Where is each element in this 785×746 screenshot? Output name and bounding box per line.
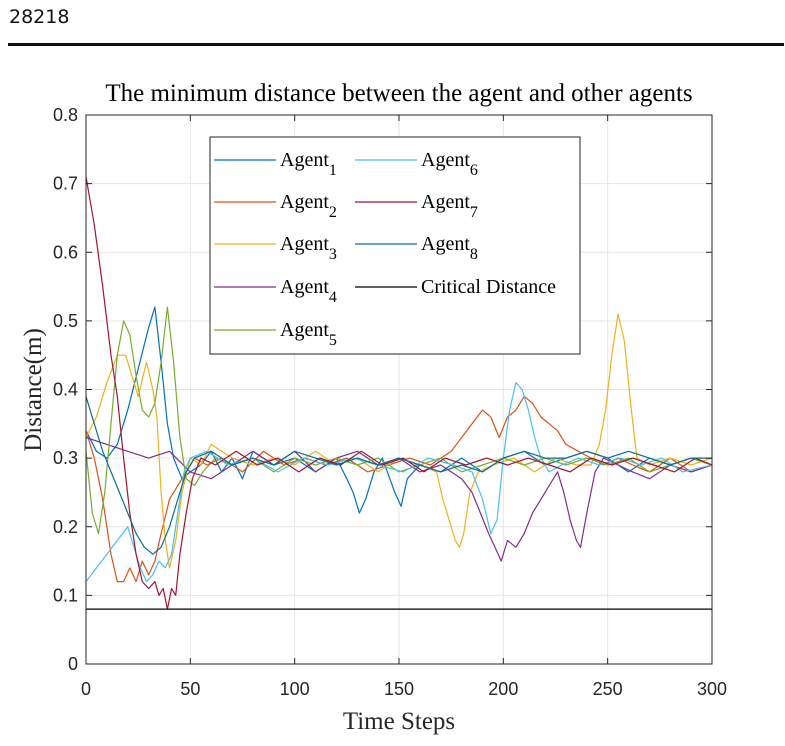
y-axis-label: Distance(m) bbox=[20, 328, 47, 452]
x-axis-label: Time Steps bbox=[343, 708, 455, 735]
series-line-agent-2 bbox=[85, 395, 713, 583]
y-tick-label: 0.5 bbox=[53, 311, 78, 331]
x-tick-label: 200 bbox=[488, 679, 518, 699]
y-tick-label: 0.8 bbox=[53, 105, 78, 125]
y-tick-label: 0.7 bbox=[53, 174, 78, 194]
series-line-agent-6 bbox=[85, 382, 713, 583]
x-tick-label: 150 bbox=[384, 679, 414, 699]
series-line-agent-7 bbox=[85, 176, 713, 610]
series-layer bbox=[85, 176, 713, 610]
y-tick-label: 0.4 bbox=[53, 380, 78, 400]
x-tick-label: 250 bbox=[593, 679, 623, 699]
axis-ticks: 0 50 100 150 200 250 300 0 0.1 0.2 0.3 0.4 0.5 0.6 0.7… bbox=[53, 105, 727, 699]
chart-title: The minimum distance between the agent a… bbox=[105, 80, 692, 107]
y-tick-label: 0 bbox=[68, 654, 78, 674]
series-line-agent-8 bbox=[85, 396, 712, 555]
header-rule bbox=[8, 43, 784, 46]
y-tick-label: 0.2 bbox=[53, 517, 78, 537]
series-line-agent-5 bbox=[85, 306, 713, 535]
legend: Agent1Agent2Agent3Agent4Agent5Agent6Agen… bbox=[209, 136, 581, 355]
series-line-agent-1 bbox=[85, 306, 713, 514]
page-number: 28218 bbox=[9, 6, 70, 28]
x-tick-label: 50 bbox=[180, 679, 200, 699]
legend-box bbox=[209, 136, 581, 355]
x-tick-label: 300 bbox=[697, 679, 727, 699]
x-tick-label: 100 bbox=[280, 679, 310, 699]
y-tick-label: 0.6 bbox=[53, 242, 78, 262]
y-tick-label: 0.3 bbox=[53, 448, 78, 468]
x-tick-label: 0 bbox=[81, 679, 91, 699]
legend-label: Critical Distance bbox=[421, 276, 556, 298]
y-tick-label: 0.1 bbox=[53, 585, 78, 605]
